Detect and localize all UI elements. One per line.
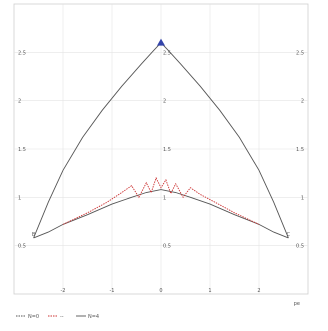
series-line-3: [62, 176, 260, 225]
legend: N=0 -- N=4: [16, 314, 99, 320]
x-tick-label: -1: [110, 288, 115, 294]
y-tick-label-center: 2: [163, 99, 166, 105]
x-tick-label: 2: [257, 288, 260, 294]
x-tick-label: 0: [159, 288, 162, 294]
y-tick-label-left: 2.5: [18, 50, 26, 56]
y-tick-label-right: 0.5: [296, 244, 304, 250]
y-tick-label-center: 1: [163, 195, 166, 201]
tick-labels: -2 -1 0 1 2 0.5 0.5 1 1 1.5 1.5 2 2 2.5 2.5 0.5 1 1.5 2 2.5: [18, 50, 304, 294]
corner-label: pe: [294, 301, 300, 307]
y-tick-label-right: 1.5: [296, 147, 304, 153]
y-tick-label-left: 1: [18, 195, 21, 201]
x-tick-label: -2: [61, 288, 66, 294]
y-tick-label-center: 2.5: [163, 50, 171, 56]
y-tick-label-right: 2.5: [296, 50, 304, 56]
y-tick-label-left: 1.5: [18, 147, 26, 153]
point-label: B: [32, 232, 36, 238]
y-tick-label-right: 1: [301, 195, 304, 201]
y-tick-label-left: 0.5: [18, 244, 26, 250]
peak-marker: [157, 38, 165, 46]
legend-entry-label: N=4: [88, 314, 99, 320]
x-tick-label: 1: [208, 288, 211, 294]
grid-lines: [14, 4, 308, 294]
legend-entry-label: N=0: [28, 314, 39, 320]
y-tick-label-right: 2: [301, 99, 304, 105]
series-line-2: [33, 189, 289, 239]
markers: [157, 38, 165, 46]
y-tick-label-center: 0.5: [163, 244, 171, 250]
point-label: C: [287, 232, 291, 238]
y-tick-label-left: 2: [18, 99, 21, 105]
legend-entry-label: --: [60, 314, 64, 320]
y-tick-label-center: 1.5: [163, 147, 171, 153]
